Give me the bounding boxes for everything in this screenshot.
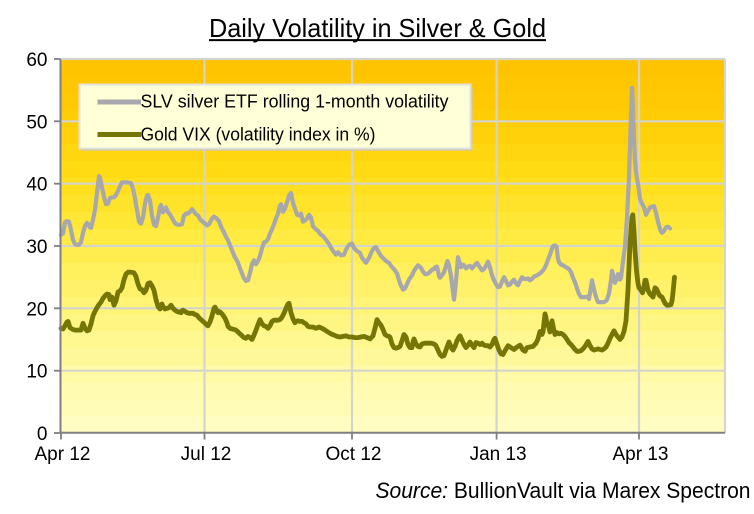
svg-text:Apr 12: Apr 12 (35, 444, 91, 465)
svg-text:Oct 12: Oct 12 (326, 444, 382, 465)
svg-text:Apr 13: Apr 13 (613, 444, 669, 465)
svg-text:10: 10 (26, 362, 47, 383)
svg-text:Daily Volatility in Silver & G: Daily Volatility in Silver & Gold (209, 15, 546, 43)
svg-text:30: 30 (26, 237, 47, 258)
svg-text:Jul 12: Jul 12 (181, 444, 232, 465)
svg-text:50: 50 (26, 112, 47, 133)
svg-text:Gold VIX (volatility index in: Gold VIX (volatility index in %) (141, 124, 376, 144)
svg-text:60: 60 (26, 50, 47, 71)
svg-text:0: 0 (37, 424, 48, 445)
svg-text:20: 20 (26, 299, 47, 320)
svg-text:SLV silver ETF rolling 1-month: SLV silver ETF rolling 1-month volatilit… (141, 92, 449, 112)
svg-text:Jan 13: Jan 13 (470, 444, 527, 465)
svg-text:40: 40 (26, 175, 47, 196)
svg-text:Source: BullionVault via Marex: Source: BullionVault via Marex Spectron (376, 478, 751, 503)
